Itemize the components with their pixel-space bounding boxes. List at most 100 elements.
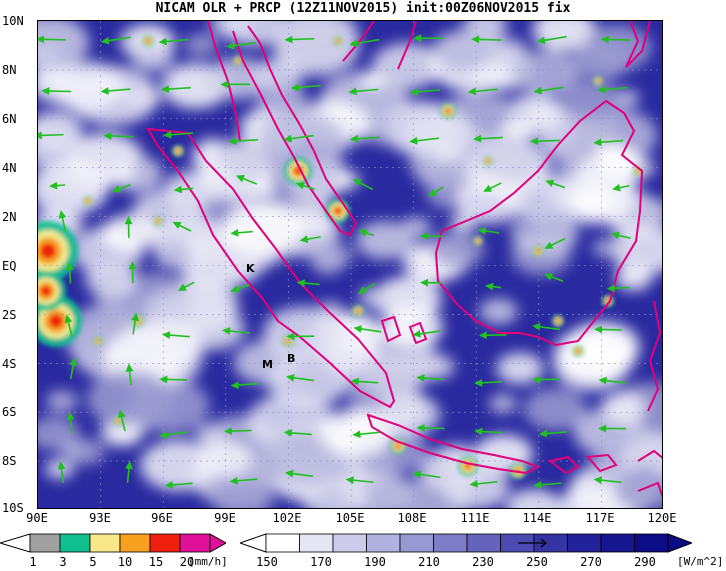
wind-vector xyxy=(220,80,251,89)
olr-tick-270: 270 xyxy=(580,555,602,569)
olr-cloud-blob xyxy=(38,111,83,149)
lat-label-8n: 8N xyxy=(2,63,17,77)
lat-label-10s: 10S xyxy=(2,501,24,515)
wind-vector xyxy=(471,35,501,44)
precip-cell xyxy=(96,339,100,343)
olr-cloud-blob xyxy=(364,122,396,144)
wind-vector xyxy=(416,424,445,432)
precip-cell xyxy=(236,59,240,63)
wind-vector xyxy=(57,461,66,484)
precip-cell xyxy=(336,39,340,43)
wind-vector xyxy=(229,476,258,485)
precip-cell xyxy=(86,199,90,203)
precip-tick-3: 3 xyxy=(59,555,67,569)
wind-vector xyxy=(230,381,259,389)
olr-cloud-blob xyxy=(532,21,596,52)
wind-vector xyxy=(283,429,312,437)
olr-colorbar-low-arrow xyxy=(240,533,267,553)
precip-cell xyxy=(156,219,160,223)
precip-cell xyxy=(49,314,63,328)
olr-cloud-blob xyxy=(38,416,80,451)
olr-cloud-blob xyxy=(360,72,386,89)
wind-vector xyxy=(299,235,321,243)
olr-cloud-blob xyxy=(473,134,542,180)
wind-vector xyxy=(66,411,75,434)
olr-colorbar-cell xyxy=(299,533,334,553)
wind-vector xyxy=(159,375,188,384)
wind-vector xyxy=(598,424,626,433)
precip-cell xyxy=(636,169,640,173)
precip-tick-1: 1 xyxy=(29,555,37,569)
wind-vector xyxy=(545,179,566,189)
olr-cloud-blob xyxy=(119,318,200,373)
wind-vector xyxy=(65,261,74,284)
olr-cloud-blob xyxy=(600,392,647,423)
olr-cloud-blob xyxy=(335,172,360,189)
precip-cell xyxy=(40,243,56,259)
wind-vector xyxy=(353,325,382,333)
wind-vector xyxy=(610,231,631,240)
precip-tick-10: 10 xyxy=(117,555,133,569)
wind-vector xyxy=(593,476,622,485)
coastline-borneo xyxy=(434,99,644,347)
olr-cloud-blob xyxy=(45,390,78,413)
olr-cloud-blob xyxy=(355,221,414,260)
wind-vector xyxy=(160,85,191,93)
wind-vector xyxy=(533,481,562,489)
olr-cloud-blob xyxy=(489,394,517,413)
olr-cloud-blob xyxy=(373,276,442,322)
lon-label-111e: 111E xyxy=(460,511,490,525)
wind-vector xyxy=(161,331,190,339)
wind-vector xyxy=(352,430,381,439)
olr-cloud-blob xyxy=(87,369,175,429)
wind-vector xyxy=(296,279,320,287)
wind-vector xyxy=(164,481,193,489)
olr-cloud-blob xyxy=(267,354,348,409)
coastline-bangka xyxy=(380,315,428,345)
precip-unit: [mm/h] xyxy=(188,555,228,568)
precip-tick-5: 5 xyxy=(89,555,97,569)
wind-vector xyxy=(345,476,374,485)
precip-cell xyxy=(335,208,341,214)
olr-cloud-blob xyxy=(123,85,161,111)
wind-vector xyxy=(533,86,564,95)
olr-cloud-blob xyxy=(523,388,587,431)
olr-cloud-blob xyxy=(628,198,662,227)
coastline-malay-peninsula xyxy=(232,25,358,237)
precip-colorbar-cell xyxy=(149,533,181,553)
wind-vector xyxy=(419,232,443,240)
olr-cloud-blob xyxy=(358,351,428,398)
olr-colorbar-cell xyxy=(634,533,669,553)
station-label-b: B xyxy=(287,352,296,365)
wind-vector xyxy=(477,227,500,235)
olr-colorbar-high-arrow xyxy=(667,533,692,553)
olr-cloud-blob xyxy=(38,21,90,71)
precip-colorbar-low-arrow xyxy=(0,533,31,553)
olr-tick-150: 150 xyxy=(256,555,278,569)
lon-label-102e: 102E xyxy=(272,511,302,525)
wind-vector xyxy=(348,87,379,96)
wind-vector xyxy=(349,134,380,143)
olr-cloud-blob xyxy=(211,477,274,508)
wind-vector xyxy=(221,327,250,335)
precip-colorbar-high-arrow xyxy=(209,533,226,553)
precip-cell xyxy=(446,109,450,113)
olr-cloud-blob xyxy=(485,38,528,67)
wind-vector xyxy=(474,378,503,387)
wind-vector xyxy=(230,228,253,237)
wind-vector xyxy=(350,377,379,386)
wind-vector xyxy=(352,179,374,191)
wind-vector xyxy=(131,312,140,335)
wind-vector xyxy=(485,282,502,291)
wind-vector xyxy=(58,210,67,233)
olr-colorbar-cell xyxy=(366,533,401,553)
wind-vector xyxy=(597,85,628,94)
wind-vector xyxy=(41,87,72,95)
olr-cloud-blob xyxy=(271,21,359,66)
wind-vector xyxy=(124,216,133,238)
lon-label-93e: 93E xyxy=(89,511,111,525)
olr-tick-170: 170 xyxy=(310,555,332,569)
lat-label-6n: 6N xyxy=(2,112,17,126)
wind-vector xyxy=(474,427,503,436)
wind-vector xyxy=(428,186,444,197)
